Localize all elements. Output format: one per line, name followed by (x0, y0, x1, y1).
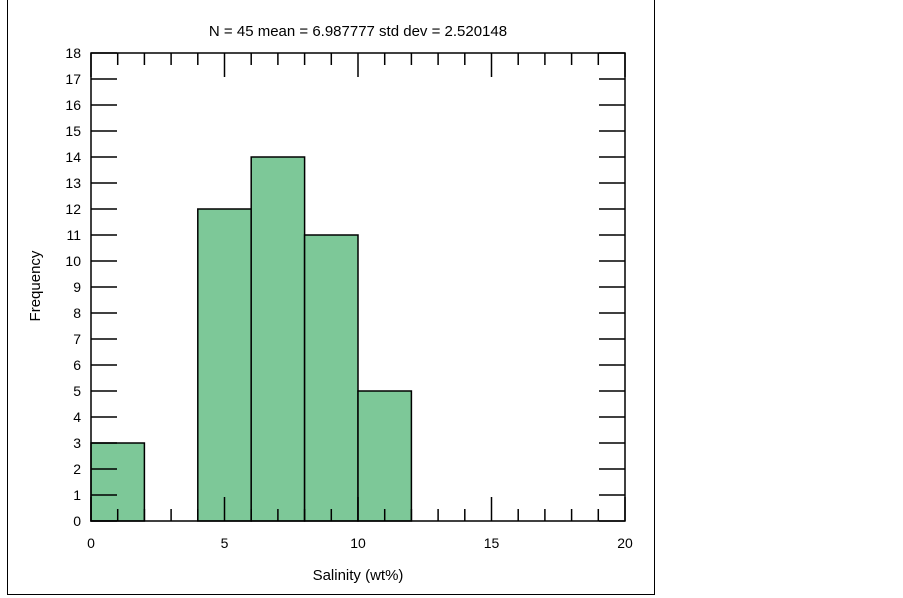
plot-border (90, 52, 626, 522)
y-tick-label: 17 (65, 71, 81, 87)
y-tick-label: 11 (66, 227, 81, 243)
x-axis-label: Salinity (wt%) (313, 567, 404, 584)
histogram-bar (303, 234, 359, 522)
chart-frame (7, 0, 655, 595)
y-tick-label: 4 (73, 409, 81, 425)
y-tick-label: 1 (73, 487, 81, 503)
y-tick-label: 8 (73, 305, 81, 321)
y-tick-label: 0 (73, 513, 81, 529)
histogram-bar (250, 156, 306, 522)
y-axis-label: Frequency (27, 250, 44, 321)
bars-group (90, 156, 413, 522)
y-tick-label: 3 (73, 435, 81, 451)
x-tick-label: 20 (617, 535, 633, 551)
x-tick-label: 15 (484, 535, 500, 551)
y-tick-label: 16 (65, 97, 81, 113)
x-tick-label: 10 (350, 535, 366, 551)
histogram-bar (357, 390, 413, 522)
y-tick-label: 13 (65, 175, 81, 191)
chart-title: N = 45 mean = 6.987777 std dev = 2.52014… (209, 23, 507, 40)
y-tick-label: 9 (73, 279, 81, 295)
y-tick-label: 15 (65, 123, 81, 139)
y-tick-label: 7 (73, 331, 81, 347)
x-tick-label: 5 (221, 535, 229, 551)
y-tick-label: 18 (65, 45, 81, 61)
histogram-bar (197, 208, 252, 522)
y-tick-label: 6 (73, 357, 81, 373)
y-tick-label: 5 (73, 383, 81, 399)
y-tick-label: 14 (65, 149, 81, 165)
y-tick-label: 2 (73, 461, 81, 477)
y-tick-label: 10 (65, 253, 81, 269)
x-tick-label: 0 (87, 535, 95, 551)
y-tick-label: 12 (65, 201, 81, 217)
